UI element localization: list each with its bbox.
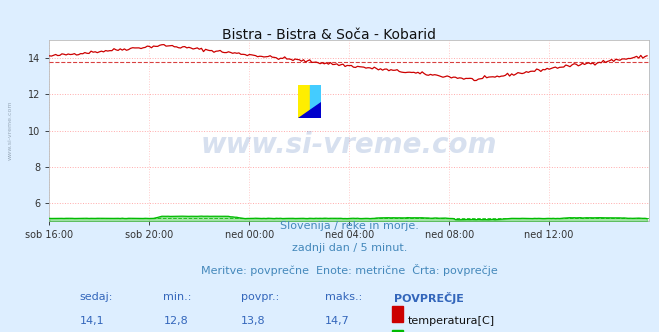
Text: min.:: min.: bbox=[163, 292, 192, 302]
Text: POVPREČJE: POVPREČJE bbox=[394, 292, 464, 304]
Text: temperatura[C]: temperatura[C] bbox=[407, 316, 494, 326]
Text: 14,7: 14,7 bbox=[326, 316, 350, 326]
Text: maks.:: maks.: bbox=[326, 292, 362, 302]
Text: Slovenija / reke in morje.: Slovenija / reke in morje. bbox=[280, 221, 418, 231]
Text: Bistra - Bistra & Soča - Kobarid: Bistra - Bistra & Soča - Kobarid bbox=[223, 28, 436, 42]
Text: Meritve: povprečne  Enote: metrične  Črta: povprečje: Meritve: povprečne Enote: metrične Črta:… bbox=[201, 264, 498, 276]
Text: 12,8: 12,8 bbox=[163, 316, 188, 326]
Text: zadnji dan / 5 minut.: zadnji dan / 5 minut. bbox=[291, 243, 407, 253]
Bar bbox=[393, 330, 403, 332]
Text: www.si-vreme.com: www.si-vreme.com bbox=[201, 131, 498, 159]
Text: sedaj:: sedaj: bbox=[80, 292, 113, 302]
Text: 13,8: 13,8 bbox=[241, 316, 266, 326]
Text: www.si-vreme.com: www.si-vreme.com bbox=[8, 101, 13, 160]
Text: povpr.:: povpr.: bbox=[241, 292, 279, 302]
Bar bbox=[393, 306, 403, 322]
Text: 14,1: 14,1 bbox=[80, 316, 104, 326]
